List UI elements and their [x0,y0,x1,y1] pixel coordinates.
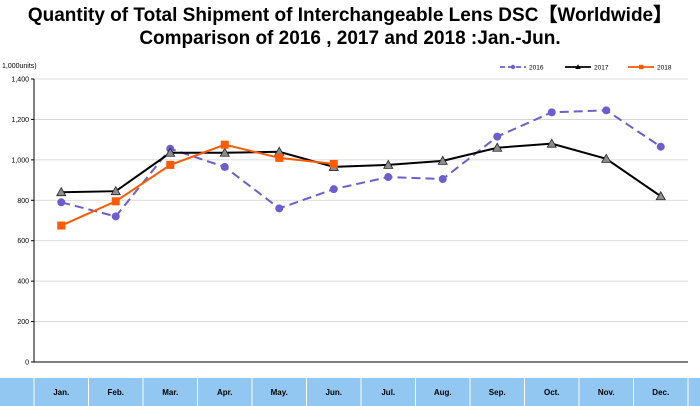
data-point-2016 [220,162,229,171]
data-point-2016 [111,212,120,221]
data-point-2018 [111,197,120,206]
y-tick-label: 800 [17,198,29,205]
data-point-2017 [492,142,503,152]
data-point-2018 [220,140,229,149]
legend-label-2018: 2018 [657,64,672,71]
data-point-2016 [438,175,447,184]
data-point-2016 [547,108,556,117]
legend-label-2016: 2016 [529,64,544,71]
x-tick-label: Mar. [162,388,178,397]
series [56,106,666,230]
series-2017 [56,138,666,201]
series-2018 [57,140,338,230]
x-tick-label: Apr. [217,388,233,397]
data-point-2018 [166,160,175,169]
legend-marker-2018 [639,64,644,70]
data-point-2016 [329,185,338,194]
series-line-2017 [61,142,662,198]
chart-title-line2: Comparison of 2016 , 2017 and 2018 :Jan.… [139,28,561,49]
data-point-2017 [437,155,448,165]
data-point-2018 [275,153,284,162]
x-tick-label: Sep. [489,388,506,397]
y-tick-label: 600 [17,238,29,245]
data-point-2018 [57,221,66,230]
x-tick-label: Dec. [652,388,669,397]
series-2016 [57,106,665,221]
legend-marker-2016 [510,64,516,70]
x-tick-label: Jul. [381,388,395,397]
y-tick-label: 1,000 [11,157,29,164]
y-unit-label: 1,000units) [2,63,37,70]
legend-label-2017: 2017 [594,64,609,71]
data-point-2016 [384,173,393,182]
data-point-2017 [383,159,394,169]
data-point-2017 [165,147,176,157]
axes [31,78,688,363]
y-tick-label: 0 [25,360,29,367]
x-tick-label: Jun. [326,388,342,397]
y-tick-label: 1,200 [11,117,29,124]
series-line-2018 [60,143,334,227]
x-tick-label: Feb. [108,388,124,397]
y-tick-label: 200 [17,319,29,326]
y-tick-label: 400 [17,279,29,286]
x-tick-label: May. [271,388,288,397]
y-tick-labels: 0 200 400 600 800 1,000 1,200 1,400 [11,77,29,367]
chart-title-line1: Quantity of Total Shipment of Interchang… [27,5,673,26]
legend-marker-2017 [575,64,581,69]
data-point-2017 [546,138,557,148]
data-point-2016 [656,142,665,151]
data-point-2017 [655,190,666,201]
x-tick-label: Aug. [434,388,452,397]
data-point-2017 [601,153,612,163]
month-band-bg [0,378,700,406]
y-tick-label: 1,400 [11,77,29,84]
data-point-2016 [493,132,502,141]
x-tick-label: Jan. [53,388,69,397]
data-point-2016 [57,198,66,207]
x-tick-label: Oct. [544,388,560,397]
data-point-2017 [110,185,121,196]
grid-lines [34,78,688,322]
data-point-2016 [602,106,611,115]
x-tick-label: Nov. [598,388,615,397]
legend: 2016 2017 2018 [500,64,672,71]
data-point-2016 [275,204,284,213]
data-point-2017 [219,147,230,157]
data-point-2017 [56,186,67,197]
x-tick-labels: Jan. Feb. Mar. Apr. May. Jun. Jul. Aug. Sep. Oct.… [53,388,669,397]
data-point-2018 [329,159,338,168]
month-band [0,378,700,406]
